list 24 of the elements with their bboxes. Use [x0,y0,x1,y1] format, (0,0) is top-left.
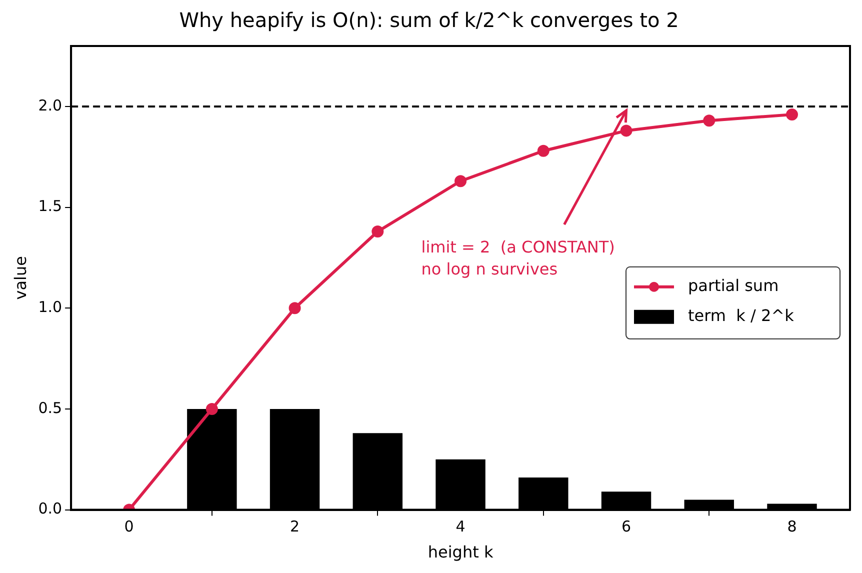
legend-label: term k / 2^k [688,306,795,326]
y-tick-label: 2.0 [38,96,62,114]
point [620,124,632,137]
y-tick-label: 1.5 [38,197,62,216]
annotation: limit = 2 (a CONSTANT) no log n survives [421,238,615,279]
point [454,175,467,188]
x-tick-label: 2 [290,518,300,536]
x-tick-label: 6 [621,518,632,536]
y-tick-label: 1.0 [38,298,62,316]
point [703,114,716,127]
point [206,402,218,415]
point [288,302,301,314]
y-tick-label: 0.5 [38,398,62,417]
x-tick-label: 8 [787,518,797,536]
x-tick-label: 0 [124,518,134,536]
point [786,108,798,121]
chart-title: Why heapify is O(n): sum of k/2^k converges to 2 [179,8,679,32]
x-tick-label: 4 [456,518,466,536]
y-tick-label: 0.0 [38,500,62,518]
x-axis-title: height k [428,542,494,562]
y-axis-title: value [10,256,30,300]
legend-label: partial sum [688,276,779,296]
point [372,226,384,238]
point [537,144,550,157]
